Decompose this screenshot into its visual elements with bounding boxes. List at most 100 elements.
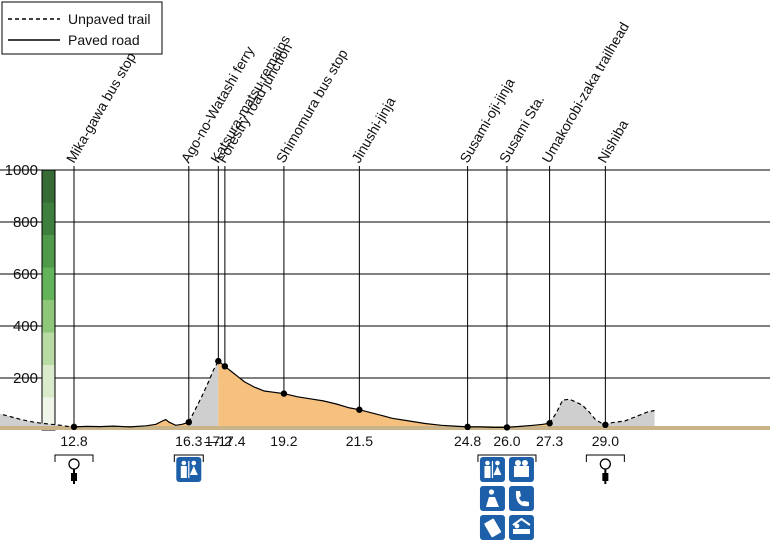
waypoint-dot-8 (546, 420, 553, 427)
y-axis-ticks: 200 400 600 800 1000 (5, 162, 38, 387)
profile-line (0, 360, 655, 428)
elevation-color-scale (41, 169, 56, 431)
toilet-icon-1-0-head-m (181, 460, 187, 466)
unpaved-area-2 (549, 399, 655, 430)
y-tick-label-800: 800 (13, 214, 38, 231)
km-label-6: 24.8 (454, 433, 481, 449)
toilet-icon-1-0-body-f (189, 466, 198, 475)
waypoint-dot-1 (185, 419, 192, 426)
lodging-icon-2-5 (508, 515, 534, 540)
bus-stop-icon-3-bracket (585, 454, 625, 462)
paved-line-0 (73, 418, 189, 428)
scale-segment-6 (42, 202, 55, 235)
lodging-icon-2-5-bed (512, 529, 530, 534)
waypoints: Mika-gawa bus stop Ago-no-Watashi ferryKa… (63, 19, 632, 431)
toilet-icon-2-0 (479, 457, 505, 482)
y-tick-label-200: 200 (13, 370, 38, 387)
bus-stop-icon-3-sign (599, 458, 612, 470)
paved-line-2 (467, 422, 550, 428)
scale-segment-4 (42, 267, 55, 300)
bus-stop-icon-0 (54, 454, 94, 484)
tourist-info-icon-2-1 (508, 457, 534, 482)
scale-segment-3 (42, 300, 55, 333)
scale-segment-5 (42, 235, 55, 268)
bus-stop-icon-0-sign (68, 458, 80, 470)
facility-icons (54, 454, 625, 540)
km-labels: 12.8 16.3 17.2—17.4 19.2 21.5 24.8 26.0 27.3 29.… (60, 433, 619, 449)
profile-area (0, 361, 770, 430)
scale-segment-0 (42, 397, 55, 430)
gridlines (0, 169, 770, 379)
vending-machine-icon-2-4 (479, 515, 505, 540)
facility-bracket-2 (477, 454, 537, 462)
unpaved-area-1 (188, 361, 219, 430)
ground-baseline (0, 426, 770, 430)
bus-stop-icon-0-timetable (71, 473, 77, 481)
bus-stop-icon-0-pole-bottom (73, 481, 75, 484)
rest-area-icon-2-2-head (488, 489, 495, 495)
legend-box (1, 1, 163, 55)
toilet-icon-1-0-head-f (191, 460, 197, 466)
bus-stop-icon-3 (585, 454, 625, 484)
km-label-4: 19.2 (270, 433, 297, 449)
telephone-icon-2-3-handset (515, 491, 529, 507)
km-label-3: —17.4 (204, 433, 245, 449)
scale-segment-1 (42, 365, 55, 398)
waypoint-dot-7 (503, 424, 511, 431)
waypoint-dot-9 (602, 421, 609, 428)
bus-stop-icon-0-pole-top (73, 469, 75, 474)
lodging-icon-2-5-pillow (514, 523, 520, 529)
km-label-0: 12.8 (60, 433, 87, 449)
km-label-9: 29.0 (592, 433, 619, 449)
waypoint-dot-4 (280, 390, 288, 397)
rest-area-icon-2-2 (479, 486, 505, 511)
km-label-5: 21.5 (346, 433, 373, 449)
km-label-1: 16.3 (175, 433, 202, 449)
waypoint-dot-3 (221, 363, 229, 370)
tourist-info-icon-2-1-reel-b (521, 460, 528, 466)
toilet-icon-2-0-head-m (485, 460, 490, 466)
facility-bracket-1 (173, 454, 204, 462)
bus-stop-icon-3-timetable (602, 473, 609, 481)
telephone-icon-2-3-bg (508, 486, 534, 511)
vending-machine-icon-2-4-cabinet (484, 518, 502, 538)
legend: Unpaved trail Paved road (1, 1, 163, 55)
waypoint-label-0: Mika-gawa bus stop (63, 49, 139, 165)
scale-segment-2 (42, 332, 55, 365)
km-label-8: 27.3 (536, 433, 563, 449)
waypoint-dot-5 (356, 406, 363, 413)
y-tick-label-600: 600 (13, 266, 38, 283)
unpaved-line-0 (0, 413, 75, 428)
toilet-icon-1-0-body-m (180, 466, 187, 478)
legend-paved-label: Paved road (68, 32, 140, 48)
waypoint-label-9: Nishiba (594, 117, 631, 166)
toilet-icon-1-0-divider (188, 461, 190, 478)
telephone-icon-2-3 (508, 486, 534, 511)
paved-line-1 (217, 360, 468, 428)
tourist-info-icon-2-1-board (513, 466, 529, 477)
unpaved-line-2 (549, 398, 655, 426)
waypoint-label-5: Jinushi-jinja (348, 94, 399, 166)
bus-stop-icon-3-pole-bottom (604, 481, 607, 484)
y-tick-label-1000: 1000 (5, 162, 38, 179)
km-label-2: 17.2 (205, 433, 232, 449)
rest-area-icon-2-2-body (485, 497, 499, 507)
waypoint-dot-2 (215, 357, 222, 365)
y-tick-label-400: 400 (13, 318, 38, 335)
bus-stop-icon-0-bracket (54, 454, 94, 462)
paved-area-1 (218, 361, 468, 430)
scale-segment-7 (42, 170, 55, 203)
km-label-7: 26.0 (493, 433, 520, 449)
toilet-icon-2-0-body-f (493, 466, 502, 475)
lodging-icon-2-5-roof (512, 517, 531, 526)
toilet-icon-2-0-body-m (484, 466, 491, 478)
toilet-icon-2-0-head-f (495, 460, 500, 466)
bus-stop-icon-3-pole-top (604, 469, 607, 474)
unpaved-line-1 (188, 360, 219, 423)
legend-unpaved-label: Unpaved trail (68, 11, 151, 27)
waypoint-dot-6 (464, 423, 471, 431)
toilet-icon-1-0 (176, 457, 202, 482)
tourist-info-icon-2-1-reel-a (514, 460, 521, 466)
waypoint-dot-0 (70, 423, 78, 431)
